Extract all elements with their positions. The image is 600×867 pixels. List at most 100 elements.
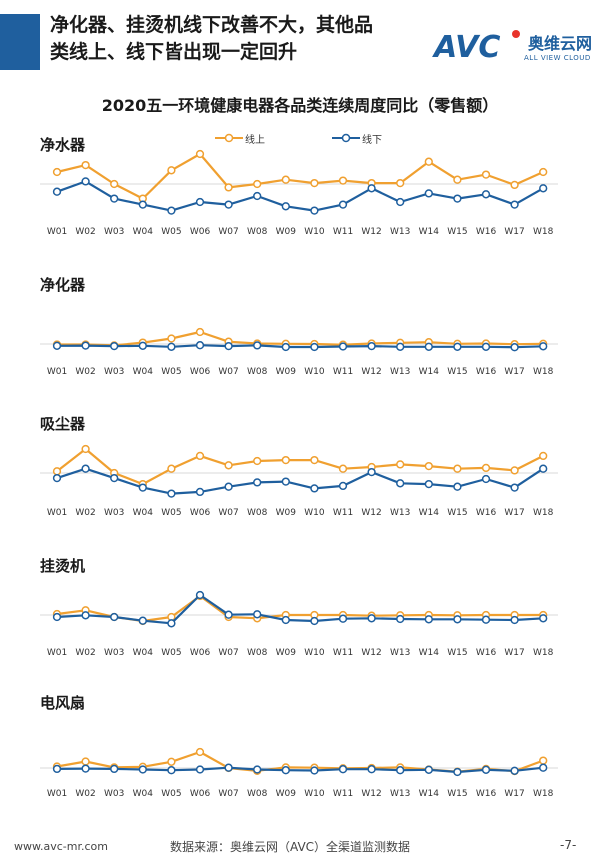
panel-1-x-tick: W05 — [161, 367, 181, 377]
panel-0-online-point — [510, 180, 519, 190]
panel-4-online-point — [167, 757, 176, 766]
panel-4-x-tick: W15 — [447, 789, 467, 799]
panel-3-x-tick: W09 — [276, 648, 297, 658]
panel-1-x-tick: W06 — [190, 367, 211, 377]
panel-3-x-tick: W11 — [333, 648, 353, 658]
panel-2-online-point — [539, 451, 548, 461]
panel-0-x-tick: W16 — [476, 227, 497, 237]
panel-4-offline-point — [167, 766, 176, 775]
panel-0-online-point — [224, 183, 233, 192]
panel-3-offline-point — [167, 619, 176, 628]
panel-1-x-tick: W04 — [133, 367, 154, 377]
panel-2-offline-point — [167, 489, 176, 498]
panel-4-x-tick: W13 — [390, 789, 410, 799]
panel-4-online-point — [195, 747, 205, 757]
panel-4-offline-point — [310, 766, 319, 775]
panel-2-online-point — [424, 461, 433, 471]
page-number: -7- — [560, 838, 577, 852]
panel-2-offline-point — [539, 464, 548, 473]
panel-1-offline-point — [253, 341, 262, 350]
panel-0-offline-point — [453, 194, 462, 203]
panel-2-online-point — [453, 464, 462, 473]
panel-1-offline-point — [195, 341, 205, 350]
panel-4-x-tick: W10 — [304, 789, 325, 799]
panel-1-offline-line — [56, 344, 544, 349]
panel-4-x-tick: W09 — [276, 789, 297, 799]
panel-1-offline-point — [539, 342, 548, 351]
panel-1-offline-point — [453, 342, 462, 351]
panel-3-offline-point — [138, 616, 147, 625]
panel-1-x-tick: W11 — [333, 367, 353, 377]
panel-3-x-tick: W02 — [75, 648, 95, 658]
panel-4-offline-point — [539, 763, 548, 772]
panel-2-chart: W01 W02 W03 W04 W05 W06 W07 W08 W09 W10 W11 W12 W13 W… — [40, 444, 558, 518]
panel-2-online-point — [195, 451, 205, 461]
panel-2-online-point — [167, 464, 176, 473]
avc-logo-mark: AVC — [432, 30, 520, 65]
panel-3-x-tick: W15 — [447, 648, 467, 658]
panel-2-online-point — [81, 444, 90, 454]
panel-3-offline-point — [224, 610, 233, 619]
panel-4-online-point — [539, 756, 548, 765]
panel-3-x-tick: W12 — [361, 648, 381, 658]
panel-4-offline-point — [81, 764, 90, 773]
panel-2-offline-point — [81, 464, 90, 473]
panel-0-online-point — [396, 178, 405, 188]
panel-4-offline-point — [110, 764, 119, 774]
panel-3-x-tick: W01 — [47, 648, 67, 658]
panel-4-x-tick: W06 — [190, 789, 211, 799]
panel-3-x-tick: W07 — [218, 648, 238, 658]
footer-website[interactable]: www.avc-mr.com — [14, 840, 108, 853]
panel-1-offline-point — [424, 342, 433, 351]
panel-1-offline-point — [510, 343, 519, 352]
panel-0-x-tick: W13 — [390, 227, 410, 237]
panel-3-offline-point — [310, 616, 319, 626]
panel-1-chart: W01 W02 W03 W04 W05 W06 W07 W08 W09 W10 W11 W12 W13 W… — [40, 327, 558, 377]
panel-2-online-point — [396, 460, 405, 469]
panel-1-offline-point — [81, 341, 90, 350]
panel-2-offline-point — [195, 487, 205, 497]
panel-3-offline-point — [453, 615, 462, 624]
panel-4-x-tick: W03 — [104, 789, 124, 799]
panel-2-offline-point — [453, 482, 462, 491]
panel-0-online-point — [338, 176, 348, 185]
panel-2-online-point — [253, 456, 262, 466]
panel-0-online-point — [481, 170, 491, 179]
panel-4-x-tick: W07 — [218, 789, 238, 799]
panel-2-offline-point — [253, 478, 262, 487]
headline-line-1: 净化器、挂烫机线下改善不大，其他品 — [50, 14, 374, 36]
panel-2-x-tick: W07 — [218, 508, 238, 518]
panel-3-chart: W01 W02 W03 W04 W05 W06 W07 W08 W09 W10 W11 W12 W13 W… — [40, 590, 558, 658]
panel-1-x-tick: W18 — [533, 367, 554, 377]
panel-0-category: 净水器 — [40, 136, 86, 154]
panel-0-online-line — [56, 152, 544, 200]
panel-3-online-line — [56, 594, 544, 623]
panel-4-x-tick: W14 — [419, 789, 440, 799]
panel-2-x-tick: W15 — [447, 508, 467, 518]
chart-title: 2020五一环境健康电器各品类连续周度同比（零售额） — [101, 96, 499, 115]
panel-0-offline-point — [510, 200, 519, 209]
panel-3-x-tick: W03 — [104, 648, 124, 658]
panel-2-x-tick: W01 — [47, 508, 67, 518]
panel-0-x-tick: W07 — [218, 227, 238, 237]
panel-2-offline-point — [138, 483, 147, 492]
panel-1-offline-point — [281, 342, 290, 352]
panel-2-offline-point — [424, 479, 433, 489]
panel-2-online-point — [481, 463, 491, 473]
headline: 净化器、挂烫机线下改善不大，其他品 类线上、线下皆出现一定回升 — [50, 12, 430, 66]
panel-0-x-tick: W01 — [47, 227, 67, 237]
panel-2-offline-line — [56, 467, 544, 495]
panel-1-x-tick: W08 — [247, 367, 268, 377]
panel-0-offline-point — [367, 184, 376, 193]
panel-0-online-point — [281, 175, 290, 184]
panel-0-x-tick: W06 — [190, 227, 211, 237]
panel-0-online-point — [110, 179, 119, 189]
panel-3-offline-point — [367, 614, 376, 623]
panel-0-chart: W01 W02 W03 W04 W05 W06 W07 W08 W09 W10 W11 W12 W13 W… — [40, 149, 558, 237]
panel-4-offline-point — [367, 765, 376, 774]
panel-0-offline-point — [224, 200, 233, 209]
panel-2-x-tick: W04 — [133, 508, 154, 518]
panel-2-online-point — [310, 455, 319, 465]
panel-0-x-tick: W14 — [419, 227, 440, 237]
panel-4-offline-point — [138, 765, 147, 774]
